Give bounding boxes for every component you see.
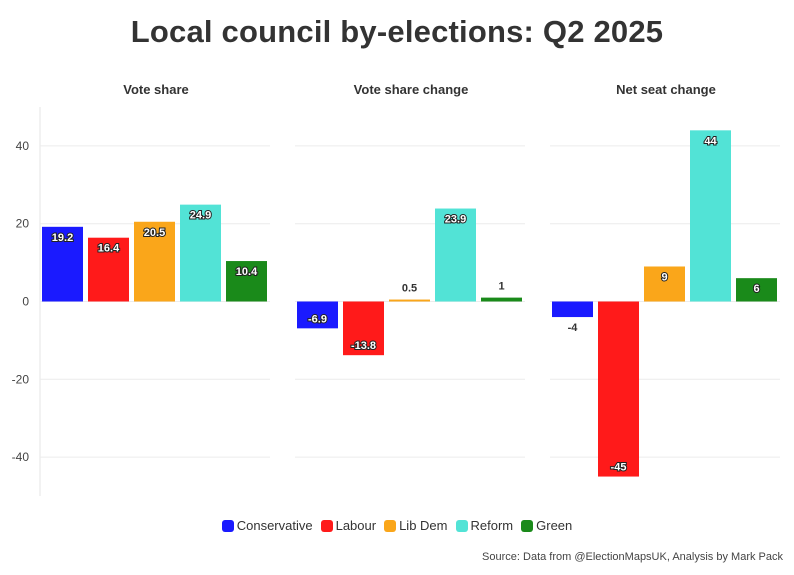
data-label-lib-dem-vote-share-change: 0.5 — [402, 283, 417, 295]
bar-green-net-seat-change — [736, 278, 777, 302]
legend-item-green[interactable]: Green — [521, 518, 572, 533]
bar-green-vote-share — [226, 261, 267, 302]
y-tick-label: 20 — [16, 217, 30, 231]
y-tick-label: -20 — [12, 372, 30, 386]
legend-label-reform: Reform — [470, 518, 514, 533]
source-note: Source: Data from @ElectionMapsUK, Analy… — [482, 551, 783, 563]
data-label-reform-vote-share: 24.9 — [190, 210, 211, 222]
data-label-green-vote-share: 10.4 — [236, 266, 258, 278]
legend-swatch-lib-dem — [384, 519, 397, 532]
data-label-green-vote-share-change: 1 — [498, 281, 504, 293]
legend-swatch-green — [521, 519, 534, 532]
legend-swatch-reform — [455, 519, 468, 532]
legend-label-lib-dem: Lib Dem — [399, 518, 448, 533]
legend-label-conservative: Conservative — [236, 518, 313, 533]
data-label-lib-dem-vote-share: 20.5 — [144, 227, 165, 239]
panel-title-vote-share: Vote share — [123, 82, 189, 97]
bar-reform-net-seat-change — [690, 130, 731, 302]
panel-title-net-seat-change: Net seat change — [616, 82, 716, 97]
data-label-labour-vote-share-change: -13.8 — [351, 340, 376, 352]
bar-conservative-net-seat-change — [552, 301, 593, 318]
panel-title-vote-share-change: Vote share change — [354, 82, 469, 97]
y-tick-label: 40 — [16, 139, 30, 153]
data-label-reform-vote-share-change: 23.9 — [445, 214, 466, 226]
bar-lib-dem-vote-share-change — [389, 299, 430, 302]
y-tick-label: 0 — [22, 295, 29, 309]
bar-labour-vote-share — [88, 237, 129, 302]
y-tick-label: -40 — [12, 450, 30, 464]
data-label-lib-dem-net-seat-change: 9 — [661, 271, 667, 283]
legend-item-lib-dem[interactable]: Lib Dem — [384, 518, 448, 533]
data-label-conservative-net-seat-change: -4 — [568, 322, 579, 334]
bar-labour-net-seat-change — [598, 301, 639, 477]
data-label-reform-net-seat-change: 44 — [704, 135, 717, 147]
data-label-labour-net-seat-change: -45 — [611, 462, 627, 474]
data-label-green-net-seat-change: 6 — [753, 283, 759, 295]
bar-lib-dem-net-seat-change — [644, 266, 685, 302]
bar-reform-vote-share — [180, 204, 221, 302]
data-label-conservative-vote-share: 19.2 — [52, 232, 73, 244]
bar-lib-dem-vote-share — [134, 221, 175, 302]
legend-swatch-labour — [320, 519, 333, 532]
legend-label-green: Green — [536, 518, 573, 533]
legend-item-conservative[interactable]: Conservative — [221, 518, 313, 533]
chart-title: Local council by-elections: Q2 2025 — [130, 14, 664, 49]
bar-reform-vote-share-change — [435, 208, 476, 302]
legend-swatch-conservative — [221, 519, 234, 532]
legend-item-labour[interactable]: Labour — [320, 518, 377, 533]
bar-conservative-vote-share-change — [297, 301, 338, 329]
bar-labour-vote-share-change — [343, 301, 384, 356]
legend-item-reform[interactable]: Reform — [455, 518, 514, 533]
data-label-labour-vote-share: 16.4 — [98, 243, 120, 255]
bar-conservative-vote-share — [42, 226, 83, 302]
data-label-conservative-vote-share-change: -6.9 — [308, 313, 327, 325]
legend: Conservative Labour Lib Dem Reform Green — [0, 518, 794, 533]
legend-label-labour: Labour — [335, 518, 377, 533]
bar-green-vote-share-change — [481, 297, 522, 302]
